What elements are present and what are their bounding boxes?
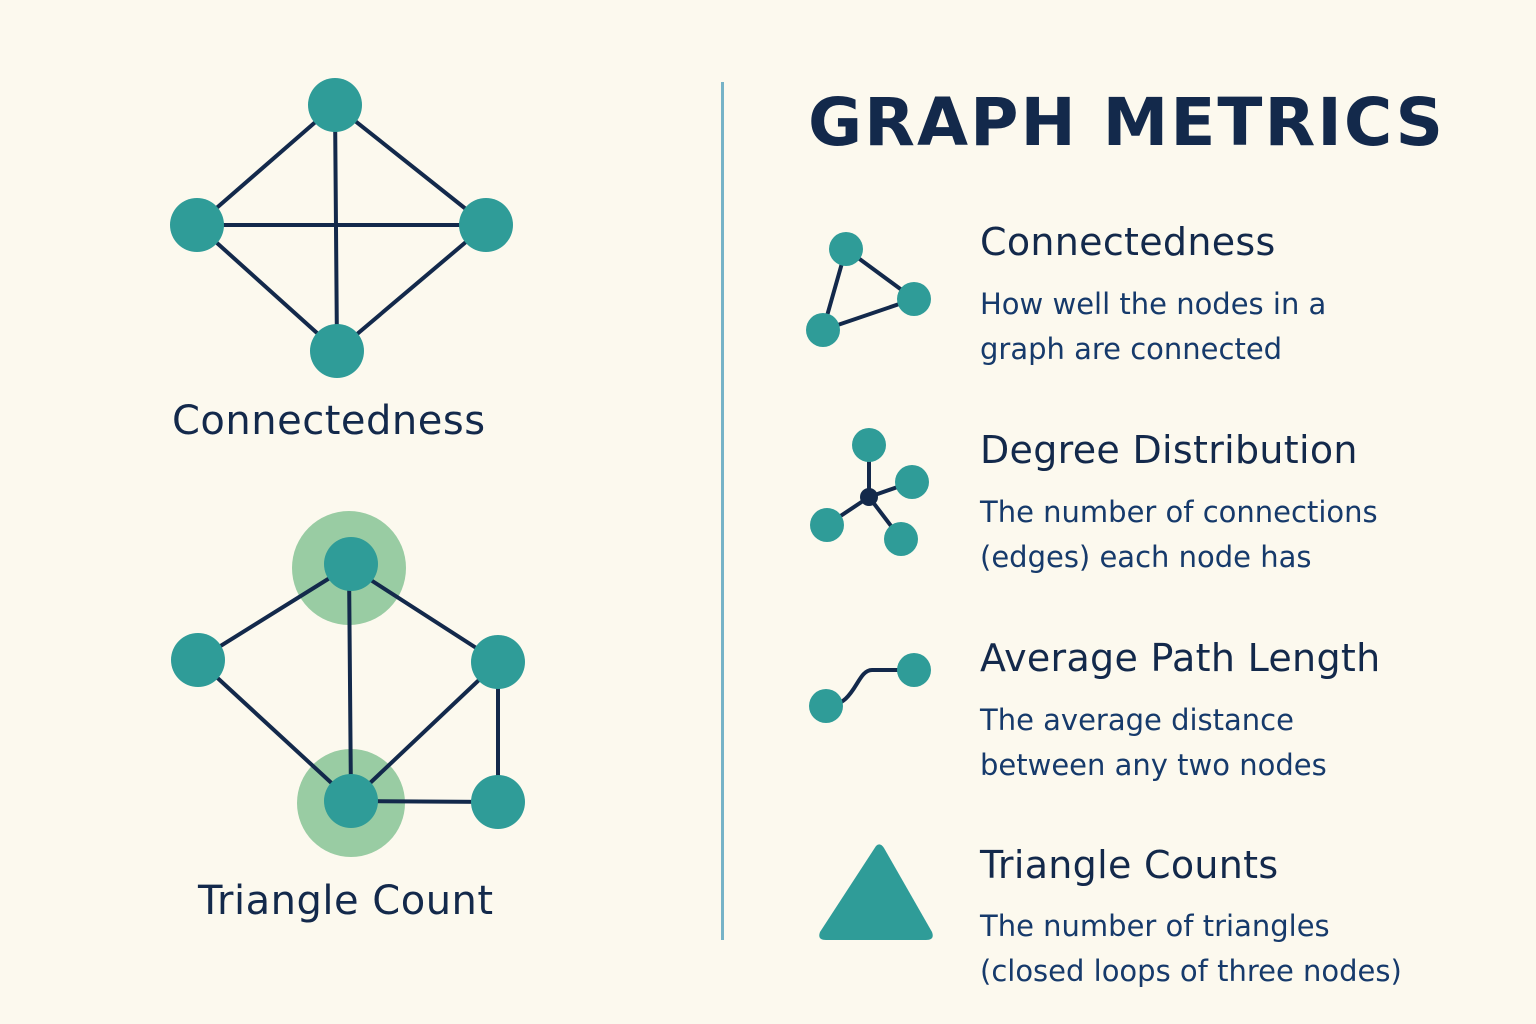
graph-edge <box>195 223 339 353</box>
graph-node <box>171 633 225 687</box>
solid-triangle-icon <box>819 844 933 940</box>
metric-desc-average-path-length: The average distance between any two nod… <box>980 703 1327 782</box>
vertical-divider <box>721 82 724 940</box>
graph-node <box>471 775 525 829</box>
graph-edge <box>333 103 339 353</box>
metric-desc-connectedness: How well the nodes in a graph are connec… <box>980 287 1327 366</box>
graph-edge <box>347 564 353 803</box>
metric-desc-triangle-counts: The number of triangles (closed loops of… <box>980 909 1402 988</box>
graph-node <box>471 635 525 689</box>
graph-edge <box>349 660 500 803</box>
page-title: GRAPH METRICS <box>808 84 1446 161</box>
graph-node <box>308 78 362 132</box>
connectedness-label: Connectedness <box>172 398 486 444</box>
graph-node <box>324 774 378 828</box>
triangle-count-label: Triangle Count <box>198 878 494 924</box>
metric-heading-triangle-counts: Triangle Counts <box>980 843 1279 887</box>
graph-edge <box>333 103 488 227</box>
graph-node <box>324 537 378 591</box>
graph-node <box>170 198 224 252</box>
metric-heading-connectedness: Connectedness <box>980 220 1276 264</box>
metric-heading-degree-distribution: Degree Distribution <box>980 428 1358 472</box>
graph-edge <box>347 564 500 664</box>
graph-edge <box>196 658 353 803</box>
connectedness-graph <box>170 78 513 378</box>
graph-edge <box>195 103 337 227</box>
path-curve-icon <box>809 653 931 723</box>
metric-desc-degree-distribution: The number of connections (edges) each n… <box>980 495 1378 574</box>
graph-node <box>459 198 513 252</box>
triangle-network-icon <box>806 232 931 347</box>
graph-edge <box>335 223 488 353</box>
hub-network-icon <box>810 428 929 556</box>
metric-heading-average-path-length: Average Path Length <box>980 636 1381 680</box>
graph-node <box>310 324 364 378</box>
triangle-count-graph <box>171 511 525 857</box>
graph-edge <box>196 564 351 662</box>
